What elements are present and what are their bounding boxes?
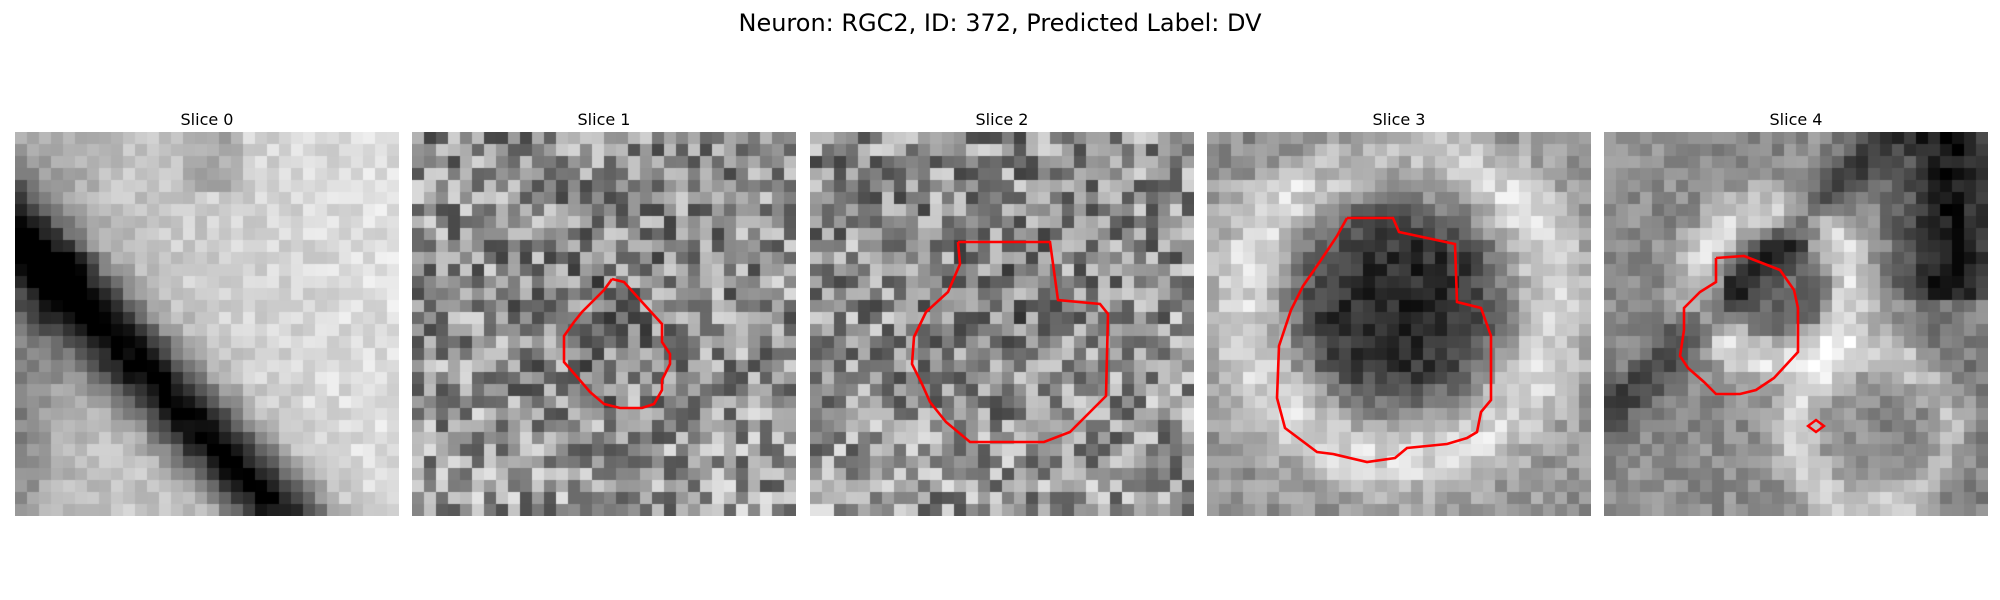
slice-panel-1: Slice 1 [412, 110, 796, 516]
slice-panel-0: Slice 0 [15, 110, 399, 516]
slice-title: Slice 2 [975, 110, 1029, 129]
microscopy-slice-image [810, 132, 1194, 516]
slice-panel-4: Slice 4 [1604, 110, 1988, 516]
slice-title: Slice 3 [1372, 110, 1426, 129]
slice-title: Slice 1 [577, 110, 631, 129]
figure-title: Neuron: RGC2, ID: 372, Predicted Label: … [738, 9, 1262, 37]
microscopy-slice-image [15, 132, 399, 516]
slice-panel-3: Slice 3 [1207, 110, 1591, 516]
microscopy-slice-image [1604, 132, 1988, 516]
slice-title: Slice 4 [1769, 110, 1823, 129]
microscopy-slice-image [1207, 132, 1591, 516]
microscopy-slice-image [412, 132, 796, 516]
slice-title: Slice 0 [180, 110, 234, 129]
slice-panel-2: Slice 2 [810, 110, 1194, 516]
